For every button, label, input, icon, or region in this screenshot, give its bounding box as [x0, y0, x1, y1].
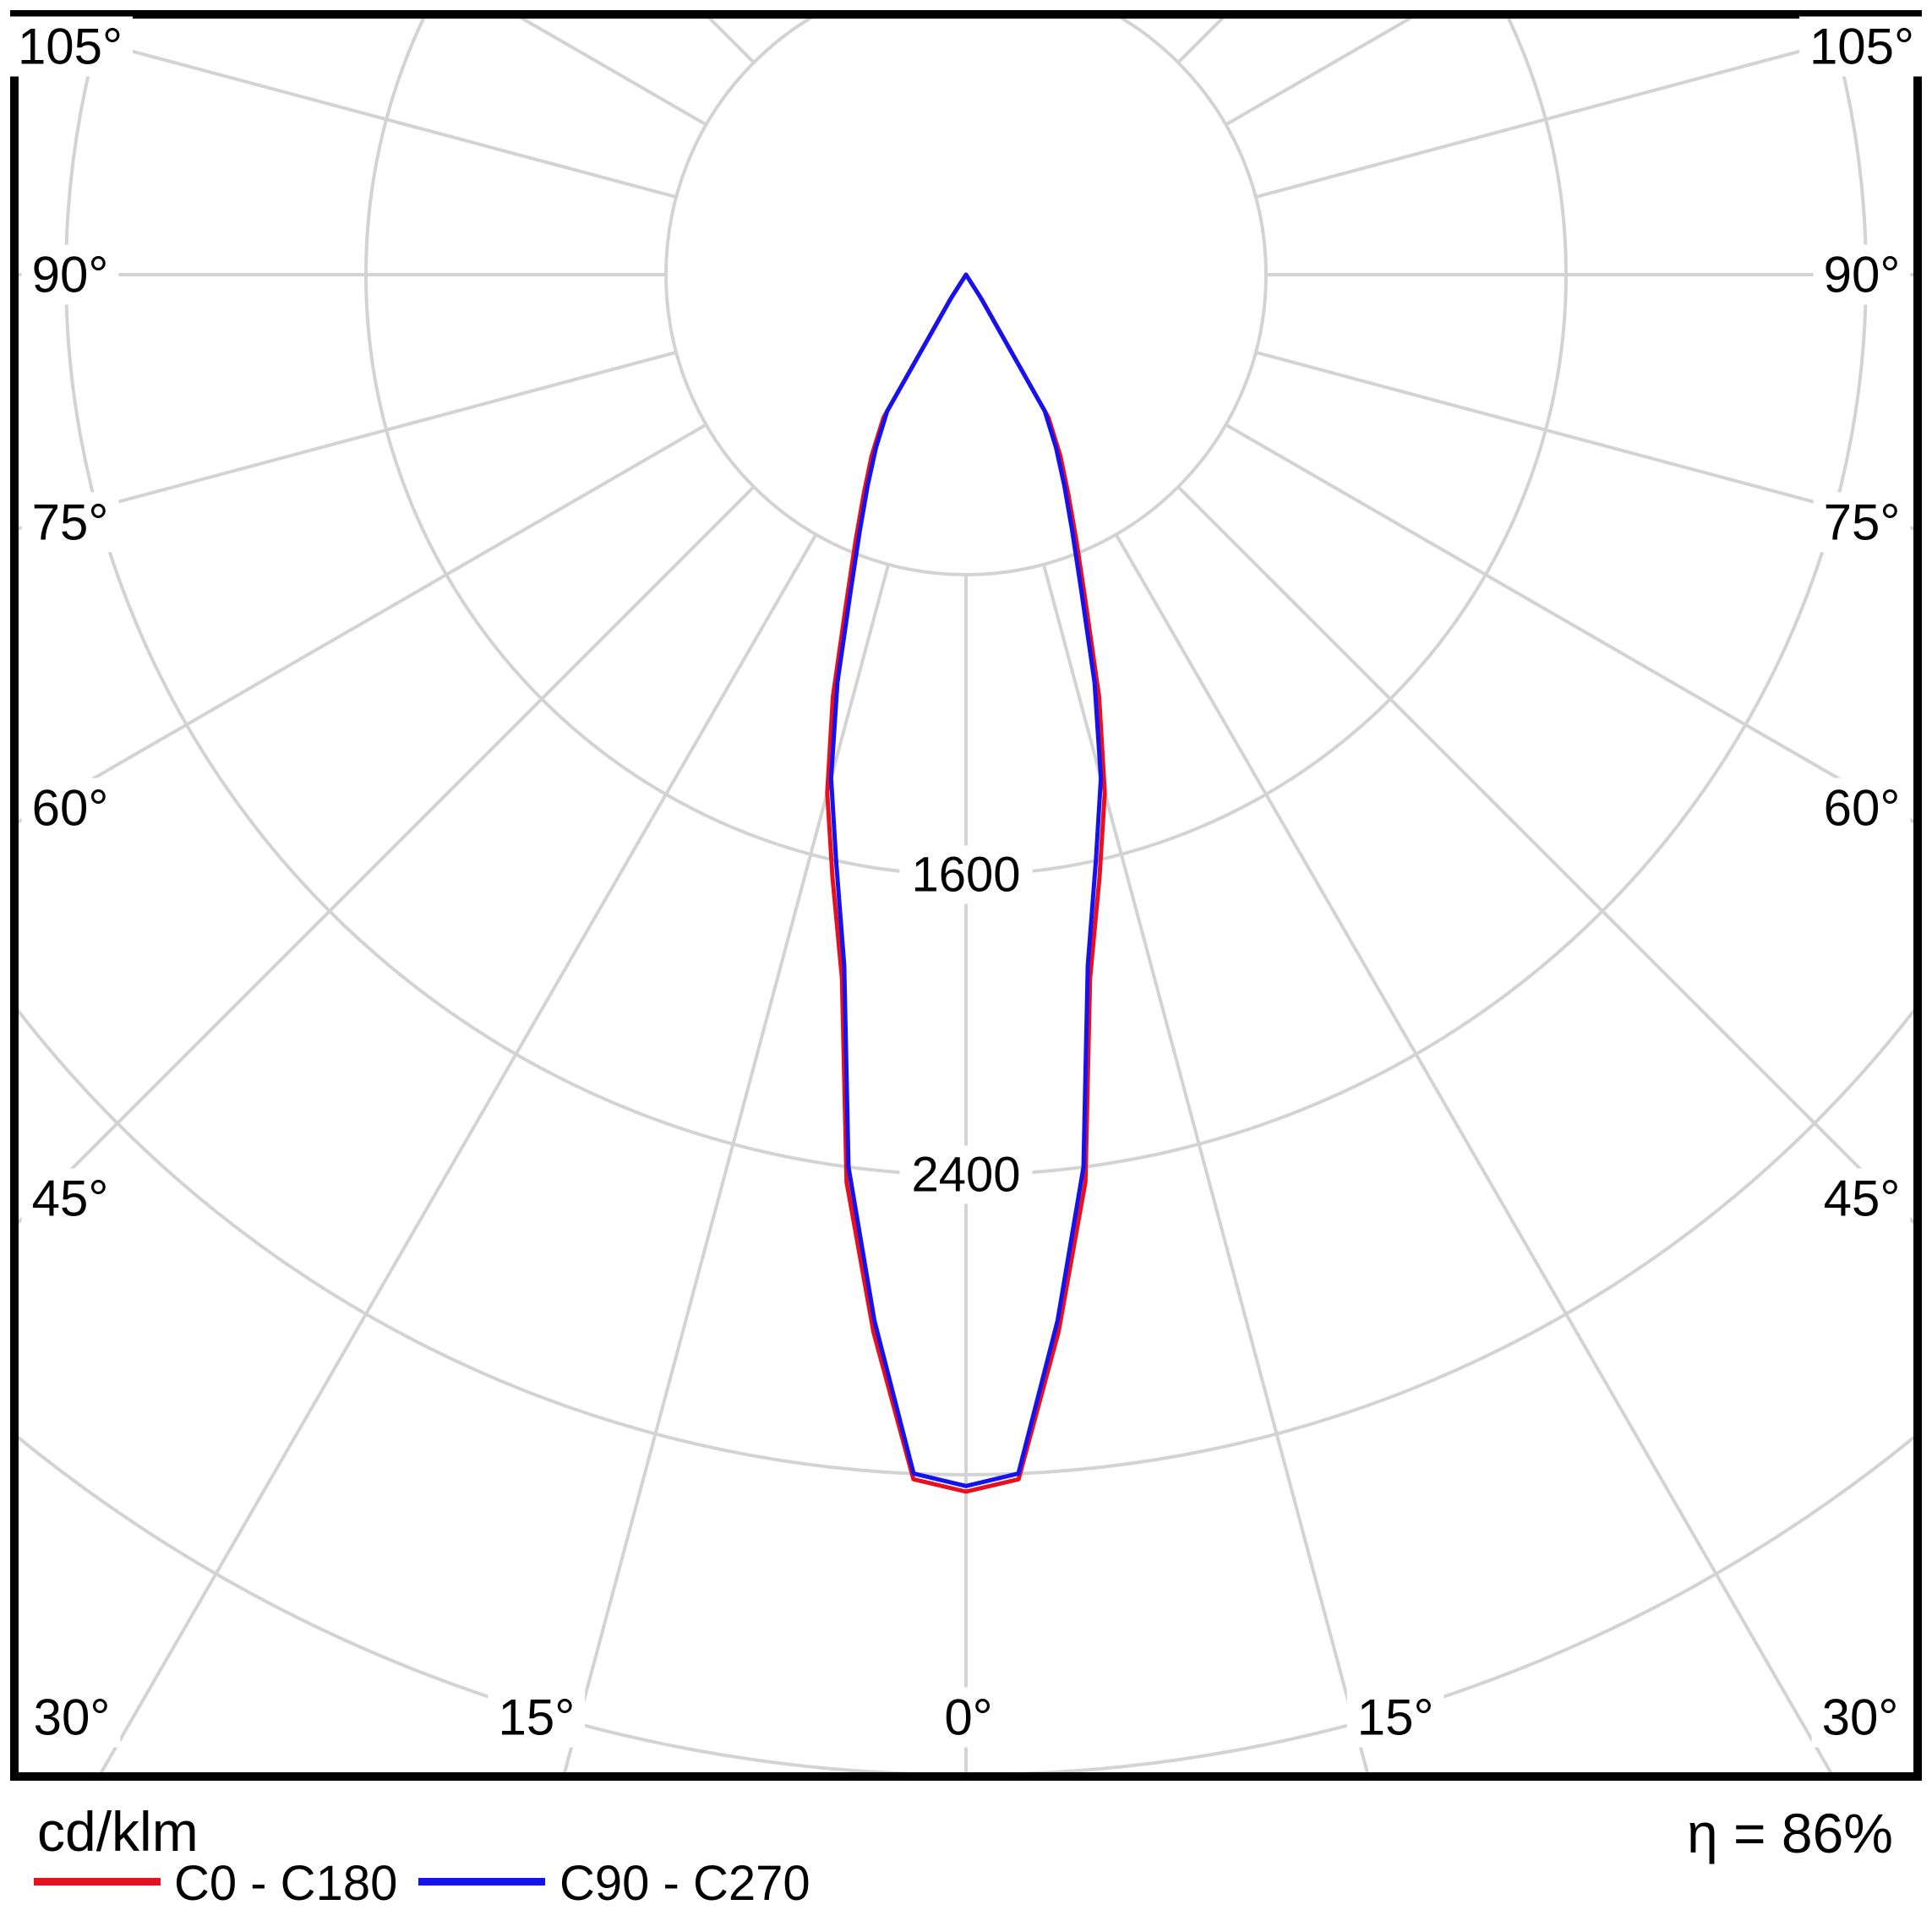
radial-gridline — [1041, 564, 1369, 1772]
grid-labels: 1600 2400 105° 105° 90° 90° 75° 75° 60° 60° 45° 45°… — [7, 16, 1925, 1748]
radial-gridline — [19, 19, 677, 199]
radial-gridline — [1255, 350, 1913, 531]
angle-label-0-bottom: 0° — [944, 1689, 992, 1746]
label-background — [1813, 1168, 1911, 1229]
angle-label-15-bottom-right: 15° — [1357, 1689, 1434, 1746]
label-background — [7, 16, 134, 77]
label-background — [21, 1168, 119, 1229]
radial-gridline — [99, 533, 818, 1772]
radial-gridline — [563, 564, 891, 1772]
radial-gridline — [1255, 19, 1913, 199]
label-background — [488, 1687, 586, 1748]
angle-label-60-left: 60° — [32, 780, 109, 837]
legend-swatch-c90-c270 — [418, 1878, 545, 1886]
angle-label-45-right: 45° — [1824, 1171, 1901, 1227]
label-background — [1811, 1687, 1909, 1748]
intensity-curves — [825, 272, 1107, 1494]
label-background — [21, 244, 119, 305]
angle-label-105-right: 105° — [1809, 19, 1914, 75]
angle-label-90-right: 90° — [1824, 247, 1901, 303]
units-label: cd/klm — [37, 1800, 199, 1863]
ring-value-label: 1600 — [911, 848, 1020, 903]
efficiency-label: η = 86% — [1687, 1802, 1893, 1864]
angle-label-75-right: 75° — [1824, 494, 1901, 550]
legend-label-c90-c270: C90 - C270 — [559, 1856, 810, 1911]
label-background — [21, 778, 119, 838]
angle-label-30-bottom-right: 30° — [1822, 1689, 1899, 1746]
legend-swatch-c0-c180 — [34, 1878, 161, 1886]
angle-label-105-left: 105° — [18, 19, 123, 75]
label-background — [1813, 244, 1911, 305]
angle-label-15-bottom-left: 15° — [498, 1689, 575, 1746]
radial-gridline — [19, 350, 677, 531]
radial-gridline — [1225, 423, 1913, 824]
legend-label-c0-c180: C0 - C180 — [174, 1856, 397, 1911]
label-background — [23, 1687, 121, 1748]
label-background — [1813, 492, 1911, 553]
curve-c90-c270 — [828, 272, 1104, 1488]
label-background — [899, 1145, 1033, 1204]
angle-label-90-left: 90° — [32, 247, 109, 303]
radial-gridline — [1114, 533, 1833, 1772]
label-background — [21, 492, 119, 553]
curve-c0-c180 — [825, 272, 1107, 1494]
plot-frame — [10, 10, 1922, 1781]
label-background — [1798, 16, 1925, 77]
label-background — [1346, 1687, 1444, 1748]
label-background — [1813, 778, 1911, 838]
label-background — [899, 845, 1033, 904]
label-background — [934, 1687, 1003, 1748]
angle-label-60-right: 60° — [1824, 780, 1901, 837]
radial-gridline — [19, 423, 707, 824]
legend: C0 - C180 C90 - C270 — [34, 1856, 810, 1911]
angle-label-30-bottom-left: 30° — [34, 1689, 111, 1746]
angle-label-45-left: 45° — [32, 1171, 109, 1227]
ring-value-label: 2400 — [911, 1148, 1020, 1203]
angle-label-75-left: 75° — [32, 494, 109, 550]
